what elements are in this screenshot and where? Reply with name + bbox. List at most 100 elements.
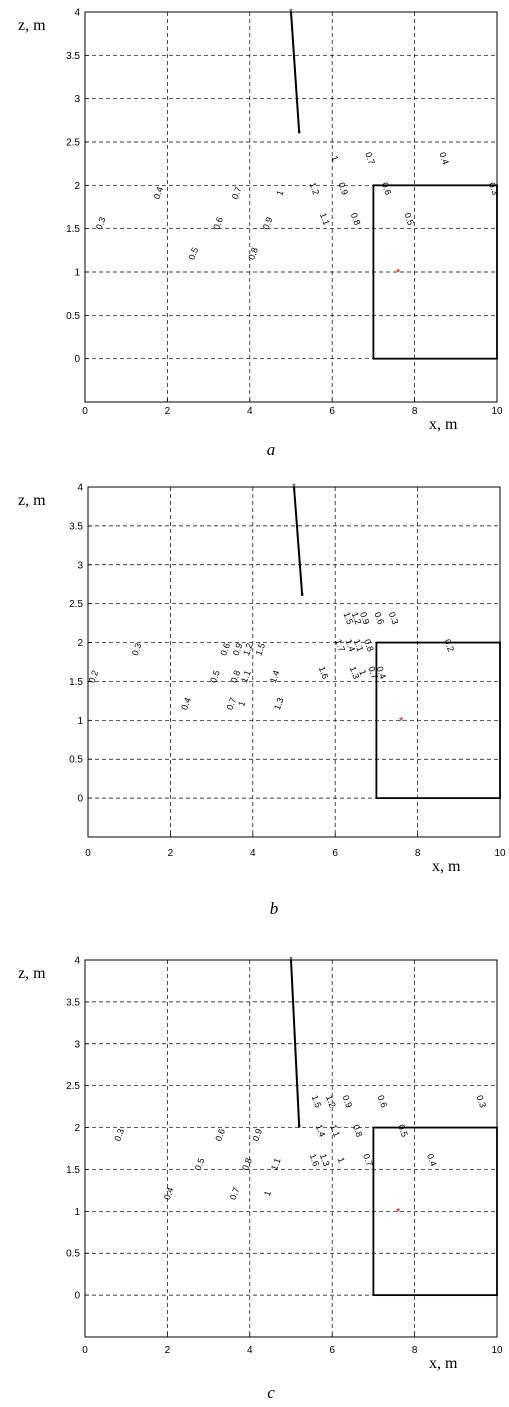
electrode-line <box>290 959 301 1128</box>
y-tick-label: 3.5 <box>66 997 80 1008</box>
y-tick-label: 1 <box>74 1207 80 1218</box>
x-axis-label: x, m <box>432 858 461 875</box>
contour-label: 0.6 <box>218 642 232 657</box>
chart-panel-c: 0.3 0.3 0.4 0.4 0.5 0.5 0.6 0.6 0.7 0.7 0.8 0.8 0.9 0… <box>18 955 503 1402</box>
contour-label: 0.9 <box>358 611 372 626</box>
y-tick-label: 3.5 <box>69 521 83 532</box>
axes-frame <box>87 486 501 838</box>
panel-caption: b <box>270 899 279 918</box>
x-tick-label: 4 <box>247 406 253 417</box>
chart-panel-b: 0.20.20.30.30.40.40.50.60.60.70.70.80.80… <box>18 482 506 918</box>
y-tick-label: 1.5 <box>66 224 80 235</box>
y-tick-label: 2.5 <box>69 599 83 610</box>
plot-area: 0.3 0.3 0.4 0.4 0.5 0.5 0.6 0.6 0.7 0.7 0.8 0.8 0.9 0… <box>85 12 501 402</box>
contour-label: 0.6 <box>376 1094 390 1109</box>
y-tick-label: 0.5 <box>66 311 80 322</box>
plot-area: 0.3 0.3 0.4 0.4 0.5 0.5 0.6 0.6 0.7 0.7 0.8 0.8 0.9 0… <box>85 960 497 1337</box>
x-tick-label: 8 <box>415 848 421 859</box>
contour-label: 0.7 <box>363 151 377 166</box>
contour-label: 1.3 <box>272 696 286 711</box>
panel-caption: c <box>267 1383 275 1402</box>
x-tick-label: 8 <box>412 1345 418 1356</box>
contour-label: 0.8 <box>229 669 243 684</box>
contour-label: 0.4 <box>162 1186 176 1201</box>
contour-label: 0.3 <box>94 216 108 231</box>
contour-label: 0.5 <box>208 669 222 684</box>
contour-label: 0.4 <box>152 185 166 200</box>
contour-label: 0.7 <box>361 1152 375 1167</box>
electrode-line <box>290 11 301 134</box>
red-point-marker: * <box>399 715 404 727</box>
contour-label: 0.9 <box>341 1094 355 1109</box>
contour-label: 0.4 <box>425 1152 439 1167</box>
axes-frame <box>84 11 498 403</box>
y-axis-label: z, m <box>18 17 46 34</box>
y-tick-label: 1.5 <box>66 1165 80 1176</box>
panel-caption: a <box>267 440 276 459</box>
contour-label: 0.6 <box>213 1127 227 1142</box>
x-tick-label: 10 <box>491 406 503 417</box>
contour-label: 0.5 <box>402 211 416 226</box>
contour-label: 0.4 <box>179 696 193 711</box>
contour-label: 1.3 <box>318 1152 332 1167</box>
contour-label: 1.1 <box>352 638 366 653</box>
contour-label: 1.5 <box>253 642 267 657</box>
axes-frame <box>84 959 498 1338</box>
y-tick-label: 0.5 <box>69 755 83 766</box>
y-tick-label: 1.5 <box>69 677 83 688</box>
contour-label: 0.8 <box>240 1157 254 1172</box>
contour-label: 1.2 <box>324 1094 338 1109</box>
contour-label: 1.4 <box>344 638 358 653</box>
contour-label: 1.7 <box>333 638 347 653</box>
y-tick-label: 2.5 <box>66 138 80 149</box>
y-tick-label: 2.5 <box>66 1081 80 1092</box>
contour-label: 1.3 <box>348 665 362 680</box>
contour-label: 1 <box>336 1156 347 1164</box>
y-axis-label: z, m <box>18 492 46 509</box>
x-axis-label: x, m <box>429 1355 458 1372</box>
contour-label: 1.1 <box>318 211 332 226</box>
y-tick-label: 4 <box>77 483 83 494</box>
y-tick-label: 3 <box>74 1039 80 1050</box>
contour-label: 1.2 <box>350 611 364 626</box>
y-tick-label: 0 <box>77 794 83 805</box>
contour-label: 0.5 <box>396 1123 410 1138</box>
x-tick-label: 4 <box>247 1345 253 1356</box>
contour-label: 0.7 <box>230 185 244 200</box>
y-tick-label: 0.5 <box>66 1249 80 1260</box>
contour-label: 0.3 <box>487 181 501 196</box>
contour-label: 0.3 <box>474 1094 488 1109</box>
x-tick-label: 2 <box>165 1345 171 1356</box>
y-tick-label: 0 <box>74 1291 80 1302</box>
contour-label: 0.9 <box>336 181 350 196</box>
contour-label: 1.5 <box>341 611 355 626</box>
contour-label: 1.5 <box>310 1094 324 1109</box>
contour-label: 0.5 <box>187 246 201 261</box>
contour-label: 0.4 <box>374 665 388 680</box>
y-tick-label: 2 <box>74 1123 80 1134</box>
contour-label: 0.7 <box>225 696 239 711</box>
contour-label: 0.8 <box>362 638 376 653</box>
y-tick-label: 4 <box>74 956 80 967</box>
x-tick-label: 10 <box>491 1345 503 1356</box>
plot-area: 0.20.20.30.30.40.40.50.60.60.70.70.80.80… <box>87 487 500 837</box>
red-point-marker: * <box>396 1206 401 1218</box>
contour-label: 0.2 <box>87 669 101 684</box>
x-tick-label: 0 <box>85 848 91 859</box>
x-tick-label: 6 <box>332 848 338 859</box>
x-tick-label: 6 <box>329 1345 335 1356</box>
contour-label: 0.3 <box>112 1127 126 1142</box>
contour-label: 0.7 <box>228 1186 242 1201</box>
contour-label: 0.3 <box>130 642 144 657</box>
x-tick-label: 6 <box>329 406 335 417</box>
contour-label: 0.5 <box>193 1157 207 1172</box>
x-tick-label: 2 <box>168 848 174 859</box>
contour-label: 1.2 <box>308 181 322 196</box>
contour-label: 0.3 <box>387 611 401 626</box>
contour-label: 1.1 <box>269 1157 283 1172</box>
x-tick-label: 2 <box>165 406 171 417</box>
contour-label: 1 <box>329 154 340 162</box>
contour-label: 1.4 <box>268 669 282 684</box>
contour-label: 0.6 <box>380 181 394 196</box>
